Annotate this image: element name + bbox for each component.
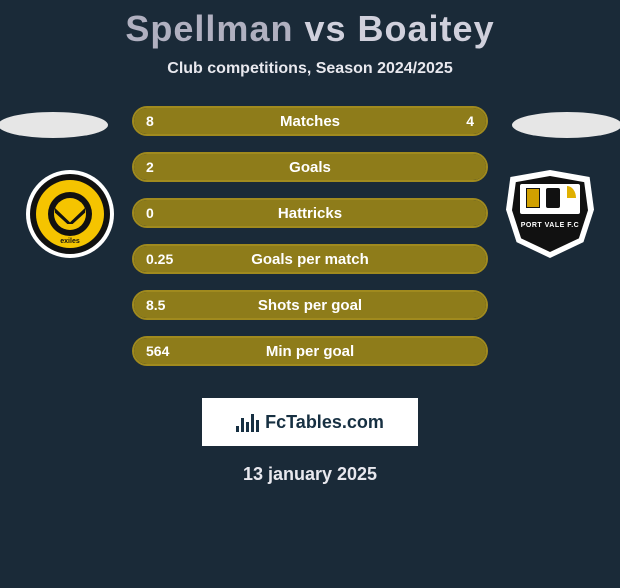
stat-row: 0Hattricks <box>132 198 488 228</box>
stat-row: 0.25Goals per match <box>132 244 488 274</box>
date-text: 13 january 2025 <box>0 464 620 485</box>
comparison-content: exiles PORT VALE F.C 84Matches 2Goals 0Hat… <box>0 106 620 386</box>
team-badge-left-text: exiles <box>26 238 114 245</box>
player2-name: Boaitey <box>358 8 495 49</box>
stat-label: Goals <box>134 154 486 180</box>
brand-logo-icon <box>236 412 259 432</box>
stat-label: Goals per match <box>134 246 486 272</box>
stat-row: 8.5Shots per goal <box>132 290 488 320</box>
stat-bars: 84Matches 2Goals 0Hattricks 0.25Goals per m… <box>132 106 488 382</box>
subtitle: Club competitions, Season 2024/2025 <box>0 60 620 78</box>
player-shape-left <box>0 112 108 138</box>
team-badge-right-text: PORT VALE F.C <box>506 222 594 229</box>
team-badge-left: exiles <box>26 170 114 258</box>
stat-label: Matches <box>134 108 486 134</box>
player1-name: Spellman <box>125 8 293 49</box>
brand-text: FcTables.com <box>265 412 384 433</box>
stat-row: 2Goals <box>132 152 488 182</box>
comparison-title: Spellman vs Boaitey <box>0 8 620 50</box>
stat-label: Hattricks <box>134 200 486 226</box>
vs-text: vs <box>304 8 346 49</box>
brand-box[interactable]: FcTables.com <box>202 398 418 446</box>
team-badge-right: PORT VALE F.C <box>506 170 594 258</box>
stat-label: Min per goal <box>134 338 486 364</box>
stat-row: 84Matches <box>132 106 488 136</box>
player-shape-right <box>512 112 620 138</box>
stat-row: 564Min per goal <box>132 336 488 366</box>
stat-label: Shots per goal <box>134 292 486 318</box>
